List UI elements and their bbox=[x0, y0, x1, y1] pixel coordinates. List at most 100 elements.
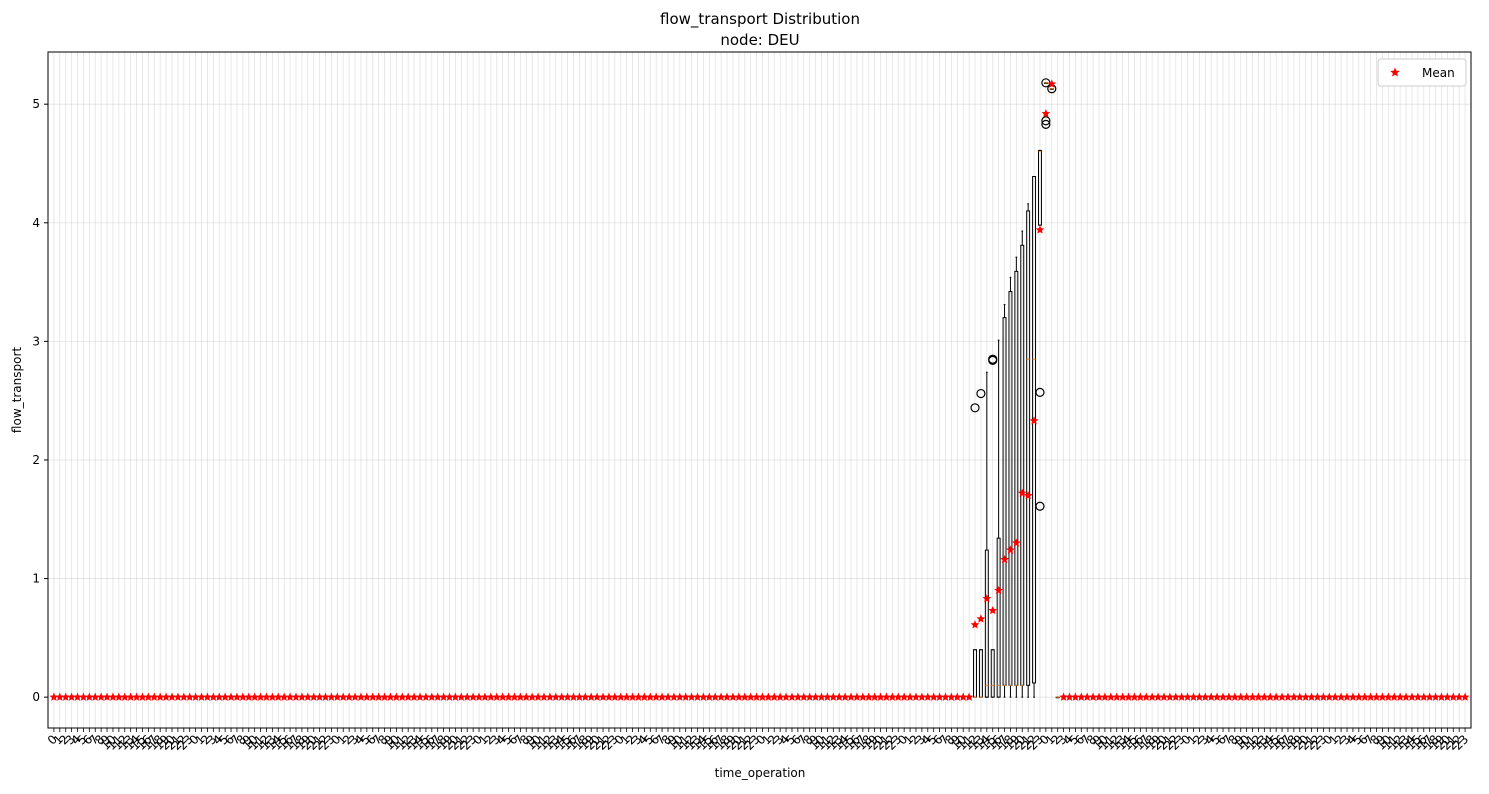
mean-point bbox=[1011, 538, 1021, 547]
mean-point bbox=[799, 692, 809, 701]
mean-point bbox=[675, 692, 685, 701]
mean-point bbox=[504, 692, 513, 701]
outlier-point bbox=[976, 388, 986, 399]
mean-point bbox=[964, 692, 974, 701]
mean-point bbox=[397, 692, 407, 701]
box-group bbox=[1002, 304, 1007, 698]
mean-point bbox=[1236, 692, 1246, 701]
mean-point bbox=[740, 692, 750, 701]
mean-point bbox=[622, 692, 632, 701]
outlier-point bbox=[1035, 501, 1045, 511]
mean-point bbox=[1076, 692, 1086, 701]
mean-point bbox=[256, 692, 265, 701]
box-group bbox=[1014, 256, 1019, 698]
outlier-point bbox=[1035, 387, 1045, 397]
mean-point bbox=[155, 692, 165, 701]
mean-point bbox=[911, 692, 921, 701]
mean-point bbox=[1218, 692, 1228, 701]
mean-point bbox=[1130, 692, 1139, 701]
mean-point bbox=[1342, 692, 1352, 701]
mean-point bbox=[1248, 692, 1257, 701]
box-group bbox=[1055, 696, 1060, 699]
mean-point bbox=[1112, 692, 1122, 701]
mean-point bbox=[557, 692, 567, 701]
chart-subtitle: node: DEU bbox=[720, 31, 799, 49]
mean-point bbox=[870, 692, 880, 701]
mean-point bbox=[1183, 692, 1192, 701]
mean-point bbox=[1135, 692, 1145, 701]
mean-point bbox=[604, 692, 614, 701]
mean-point bbox=[403, 692, 413, 701]
mean-point bbox=[616, 692, 626, 701]
mean-point bbox=[1088, 692, 1098, 701]
mean-layer bbox=[49, 79, 1470, 701]
mean-point bbox=[1106, 692, 1116, 701]
mean-point bbox=[1389, 692, 1399, 701]
mean-point bbox=[1277, 692, 1287, 701]
mean-point bbox=[1383, 692, 1393, 701]
mean-point bbox=[1348, 692, 1358, 701]
y-tick-label: 3 bbox=[32, 334, 40, 348]
mean-point bbox=[1153, 692, 1163, 701]
mean-point bbox=[232, 692, 242, 701]
mean-point bbox=[203, 692, 212, 701]
mean-point bbox=[935, 692, 944, 701]
box-layer bbox=[51, 78, 1468, 699]
mean-point bbox=[923, 692, 933, 701]
mean-point bbox=[787, 692, 797, 701]
mean-point bbox=[817, 692, 826, 701]
mean-point bbox=[899, 692, 909, 701]
mean-point bbox=[49, 692, 59, 701]
mean-point bbox=[651, 692, 661, 701]
mean-point bbox=[1425, 692, 1435, 701]
box-group bbox=[1008, 276, 1013, 698]
mean-point bbox=[1366, 692, 1375, 701]
mean-point bbox=[338, 692, 348, 701]
mean-point bbox=[73, 692, 82, 701]
mean-point bbox=[138, 692, 147, 701]
mean-point bbox=[350, 692, 360, 701]
box-group bbox=[984, 371, 989, 698]
mean-point bbox=[1171, 692, 1181, 701]
mean-point bbox=[214, 692, 224, 701]
mean-point bbox=[1401, 692, 1411, 701]
mean-point bbox=[321, 692, 330, 701]
mean-point bbox=[781, 692, 791, 701]
mean-point bbox=[362, 692, 372, 701]
mean-point bbox=[970, 620, 980, 629]
mean-point bbox=[332, 692, 342, 701]
mean-point bbox=[1336, 692, 1346, 701]
legend-box bbox=[1377, 58, 1467, 87]
mean-point bbox=[445, 692, 454, 701]
mean-point bbox=[132, 692, 141, 701]
mean-point bbox=[108, 692, 118, 701]
mean-point bbox=[279, 692, 289, 701]
mean-point bbox=[238, 692, 248, 701]
x-axis: 0123456789101112131415161718192021222301… bbox=[45, 728, 1471, 753]
mean-point bbox=[1177, 692, 1187, 701]
mean-point bbox=[409, 692, 419, 701]
mean-point bbox=[941, 692, 950, 701]
mean-point bbox=[551, 692, 561, 701]
mean-point bbox=[179, 692, 189, 701]
box-group bbox=[1032, 176, 1037, 698]
mean-point bbox=[291, 692, 301, 701]
mean-point bbox=[510, 692, 519, 701]
mean-point bbox=[1354, 692, 1364, 701]
mean-point bbox=[327, 692, 336, 701]
mean-point bbox=[722, 692, 732, 701]
mean-point bbox=[1071, 692, 1080, 701]
y-tick-label: 4 bbox=[32, 216, 40, 230]
mean-point bbox=[775, 692, 785, 701]
mean-point bbox=[173, 692, 183, 701]
mean-point bbox=[988, 605, 998, 615]
mean-point bbox=[1230, 692, 1240, 701]
mean-point bbox=[1200, 692, 1210, 701]
mean-point bbox=[1118, 692, 1128, 701]
mean-point bbox=[1189, 692, 1198, 701]
mean-point bbox=[96, 692, 106, 701]
mean-point bbox=[102, 692, 112, 701]
mean-point bbox=[161, 692, 171, 701]
mean-point bbox=[539, 692, 549, 701]
